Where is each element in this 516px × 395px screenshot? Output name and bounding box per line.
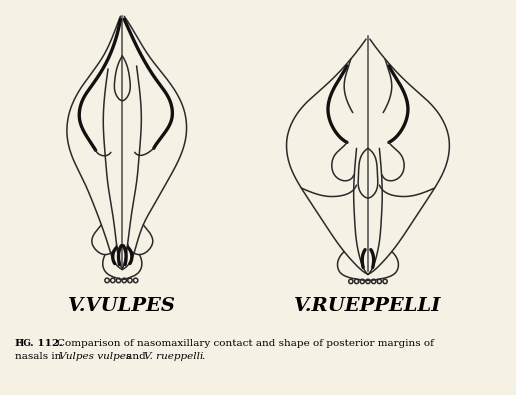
Text: Vulpes vulpes: Vulpes vulpes bbox=[58, 352, 131, 361]
Text: V. rueppelli: V. rueppelli bbox=[144, 352, 204, 361]
Text: nasals in: nasals in bbox=[15, 352, 64, 361]
Text: . 112.: . 112. bbox=[30, 339, 63, 348]
Text: V.VULPES: V.VULPES bbox=[68, 297, 176, 315]
Text: F: F bbox=[15, 339, 22, 348]
Text: .: . bbox=[201, 352, 204, 361]
Text: Comparison of nasomaxillary contact and shape of posterior margins of: Comparison of nasomaxillary contact and … bbox=[57, 339, 433, 348]
Text: V.RUEPPELLI: V.RUEPPELLI bbox=[294, 297, 442, 315]
Text: and: and bbox=[123, 352, 149, 361]
Text: IG: IG bbox=[20, 339, 31, 348]
